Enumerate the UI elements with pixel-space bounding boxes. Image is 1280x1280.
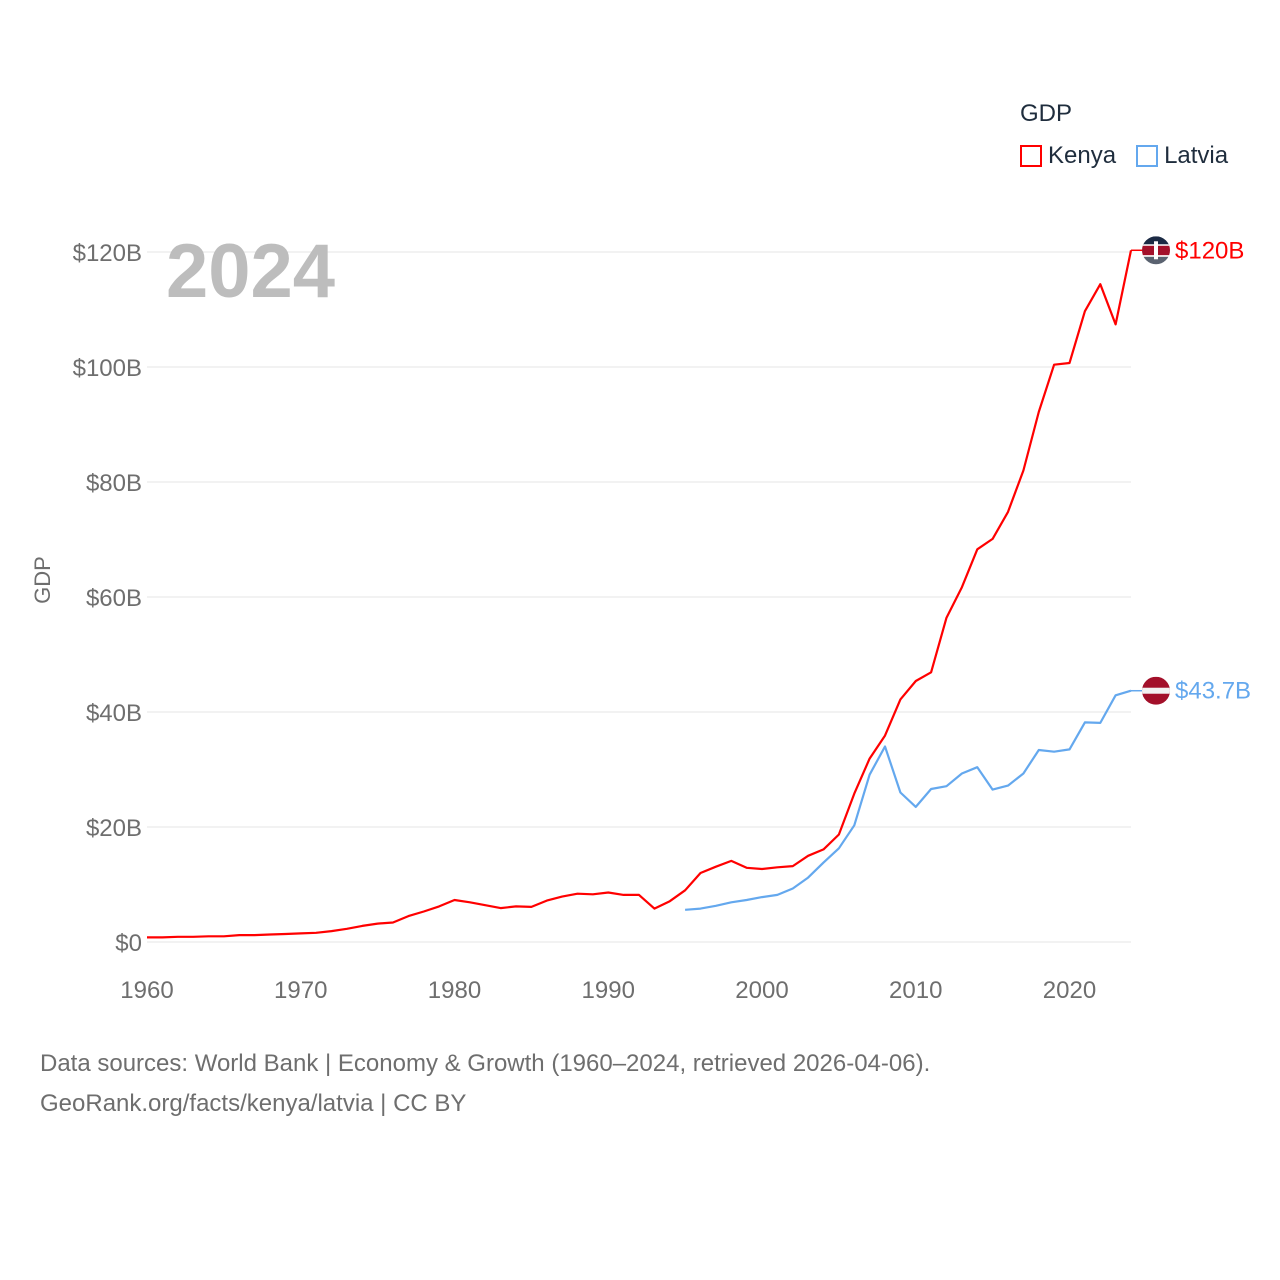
legend: Kenya Latvia	[1020, 142, 1228, 170]
x-tick-label: 2010	[889, 977, 942, 1004]
x-tick-label: 1960	[120, 977, 173, 1004]
source-line: Data sources: World Bank | Economy & Gro…	[40, 1050, 931, 1077]
series-line-latvia	[685, 689, 1132, 911]
x-tick-label: 1970	[274, 977, 327, 1004]
legend-swatch-latvia	[1136, 145, 1159, 167]
x-tick-label: 1990	[582, 977, 635, 1004]
legend-swatch-kenya	[1020, 145, 1042, 167]
y-axis: $0 $20B $40B $60B $80B $100B $120B	[73, 240, 142, 957]
y-tick-label: $80B	[86, 470, 142, 497]
flag-stripe	[1142, 687, 1170, 694]
flag-stripes	[1142, 676, 1170, 705]
flag-kenya-icon	[1142, 236, 1170, 265]
y-tick-label: $20B	[86, 815, 142, 842]
y-tick-label: $120B	[73, 240, 142, 267]
legend-label: Latvia	[1164, 142, 1229, 169]
y-axis-label: GDP	[30, 556, 55, 604]
x-tick-label: 2000	[735, 977, 788, 1004]
series-line-kenya	[147, 250, 1133, 939]
flag-latvia-icon	[1142, 676, 1170, 705]
x-axis: 1960 1970 1980 1990 2000 2010 2020	[120, 977, 1096, 1004]
attribution-line[interactable]: GeoRank.org/facts/kenya/latvia | CC BY	[40, 1090, 467, 1117]
series-lines	[147, 250, 1133, 939]
end-value-label-kenya: $120B	[1175, 237, 1244, 264]
data-source-footer: Data sources: World Bank | Economy & Gro…	[40, 1044, 930, 1124]
x-tick-label: 2020	[1043, 977, 1096, 1004]
flag-stripe	[1142, 236, 1170, 246]
series-end-labels: $120B $43.7B	[1131, 236, 1251, 705]
y-tick-label: $60B	[86, 585, 142, 612]
flag-stripes	[1142, 236, 1170, 265]
legend-label: Kenya	[1048, 142, 1117, 169]
y-tick-label: $40B	[86, 700, 142, 727]
legend-item-latvia[interactable]: Latvia	[1136, 142, 1228, 170]
year-annotation: 2024	[166, 229, 336, 314]
flag-shield	[1154, 241, 1158, 260]
flag-stripe	[1142, 256, 1170, 265]
y-tick-label: $100B	[73, 355, 142, 382]
gridlines	[147, 251, 1131, 943]
end-value-label-latvia: $43.7B	[1175, 678, 1251, 705]
legend-item-kenya[interactable]: Kenya	[1020, 142, 1116, 170]
x-tick-label: 1980	[428, 977, 481, 1004]
y-tick-label: $0	[115, 930, 142, 957]
legend-title: GDP	[1020, 100, 1073, 127]
